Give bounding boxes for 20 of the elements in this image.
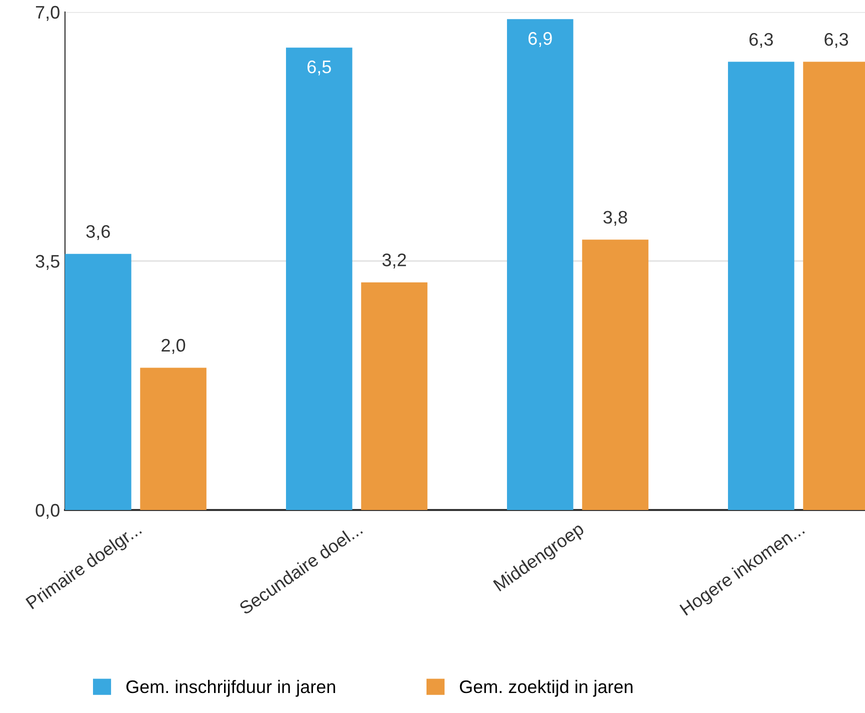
bar (506, 19, 574, 510)
y-tick-label: 0,0 (36, 504, 60, 519)
data-label: 6,5 (308, 60, 331, 76)
bar (65, 254, 132, 510)
bar (361, 282, 428, 510)
bar (140, 368, 206, 510)
bar (728, 62, 794, 510)
legend-label: Gem. inschrijfduur in jaren (126, 680, 336, 697)
data-label: 6,9 (528, 32, 552, 47)
data-label: 6,3 (750, 32, 773, 48)
data-label: 6,3 (824, 32, 848, 48)
data-label: 3,8 (603, 210, 628, 226)
bar (582, 240, 648, 510)
y-tick-label: 7,0 (36, 6, 60, 21)
data-label: 3,2 (382, 254, 406, 268)
data-label: 3,6 (86, 225, 110, 240)
legend-label: Gem. zoektijd in jaren (460, 680, 632, 697)
y-tick-label: 3,5 (36, 254, 60, 270)
data-label: 2,0 (162, 338, 186, 354)
bar (286, 48, 352, 510)
